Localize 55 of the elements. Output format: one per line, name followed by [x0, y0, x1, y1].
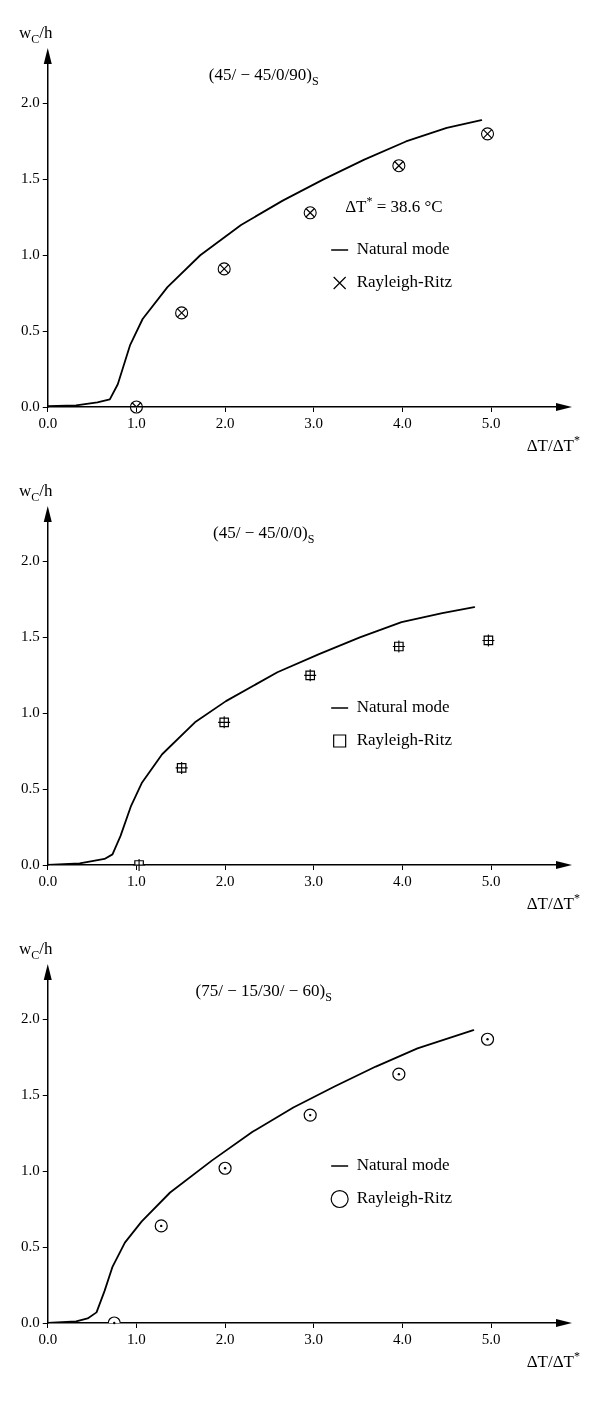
- x-tick-label: 5.0: [481, 1330, 501, 1347]
- annotation: ΔT* = 38.6 °C: [345, 193, 443, 216]
- legend-label: Rayleigh-Ritz: [356, 272, 453, 292]
- point: [154, 1219, 168, 1233]
- x-tick-label: 3.0: [304, 872, 324, 889]
- x-tick-label: 4.0: [393, 1330, 412, 1347]
- y-tick-label: 1.0: [21, 246, 40, 263]
- point: [218, 1161, 232, 1175]
- x-tick-label: 4.0: [393, 872, 412, 889]
- x-axis-title: ΔT/ΔT*: [526, 891, 580, 913]
- point: [132, 858, 146, 872]
- point: [129, 400, 143, 414]
- point: [480, 1032, 495, 1046]
- x-axis-title: ΔT/ΔT*: [526, 1349, 580, 1371]
- point: [392, 159, 406, 173]
- y-tick-label: 2.0: [21, 1010, 40, 1027]
- y-tick-label: 1.0: [21, 1162, 40, 1179]
- x-axis-title: ΔT/ΔT*: [526, 433, 580, 455]
- x-tick-label: 4.0: [393, 414, 412, 431]
- x-tick-label: 3.0: [304, 1330, 324, 1347]
- y-tick-label: 0.0: [21, 1313, 40, 1330]
- x-tick-label: 5.0: [481, 872, 501, 889]
- y-tick-label: 0.5: [21, 1238, 40, 1255]
- x-tick-label: 2.0: [215, 872, 235, 889]
- x-tick-label: 5.0: [481, 414, 501, 431]
- legend-label: Rayleigh-Ritz: [356, 1188, 453, 1208]
- legend-label: Rayleigh-Ritz: [356, 730, 453, 750]
- point: [175, 306, 189, 320]
- y-tick-label: 0.5: [21, 322, 40, 339]
- legend-label: Natural mode: [356, 239, 450, 259]
- point: [392, 1067, 406, 1081]
- y-tick-label: 1.5: [21, 1086, 40, 1103]
- x-tick-label: 3.0: [304, 414, 324, 431]
- y-tick-label: 0.0: [21, 397, 40, 414]
- point: [217, 262, 231, 276]
- x-tick-label: 1.0: [127, 872, 146, 889]
- x-tick-label: 2.0: [215, 414, 235, 431]
- y-tick-label: 0.5: [21, 780, 40, 797]
- x-tick-label: 1.0: [127, 1330, 146, 1347]
- x-tick-label: 1.0: [127, 414, 146, 431]
- point: [303, 206, 317, 220]
- legend-label: Natural mode: [356, 697, 450, 717]
- point: [480, 127, 495, 141]
- x-tick-label: 0.0: [38, 414, 58, 431]
- y-tick-label: 2.0: [21, 552, 40, 569]
- x-tick-label: 2.0: [215, 1330, 235, 1347]
- x-tick-label: 0.0: [38, 1330, 58, 1347]
- y-tick-label: 1.0: [21, 704, 40, 721]
- legend-label: Natural mode: [356, 1155, 450, 1175]
- y-tick-label: 1.5: [21, 628, 40, 645]
- x-tick-label: 0.0: [38, 872, 58, 889]
- y-tick-label: 0.0: [21, 855, 40, 872]
- point: [303, 1108, 317, 1122]
- y-tick-label: 2.0: [21, 94, 40, 111]
- y-tick-label: 1.5: [21, 170, 40, 187]
